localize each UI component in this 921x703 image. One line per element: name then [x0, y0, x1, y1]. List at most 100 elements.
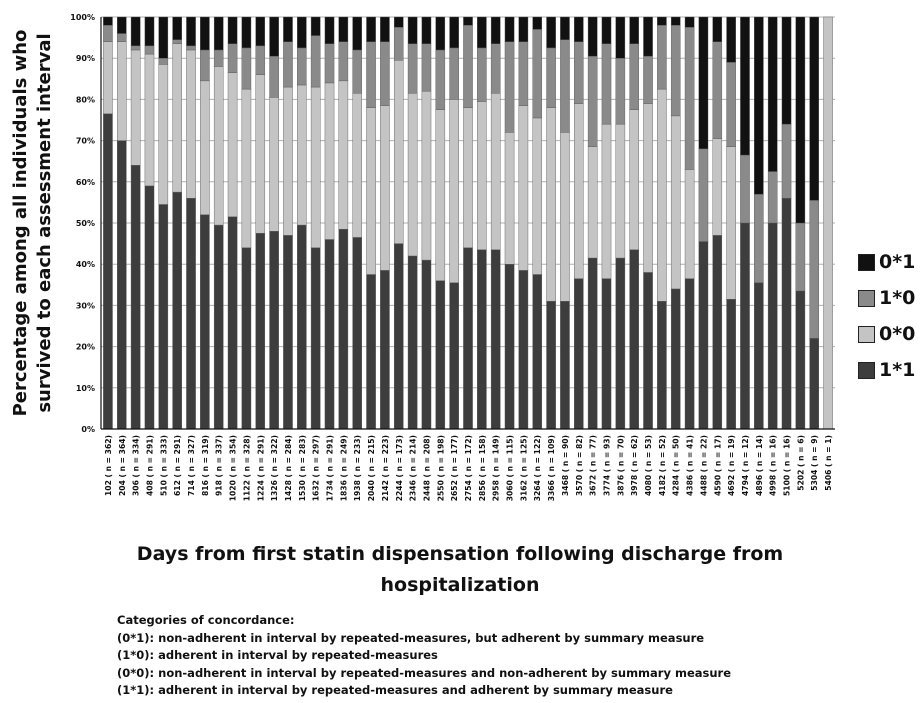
bar-segment-1-1 [310, 247, 321, 430]
bar-segment-0-0 [587, 146, 598, 259]
bar-segment-1-0 [574, 41, 584, 104]
bar-segment-0-0 [463, 107, 473, 248]
bar-segment-1-1 [546, 301, 556, 430]
bar-segment-1-0 [643, 55, 653, 104]
y-axis-title-line-2: survived to each assessment interval [34, 33, 55, 412]
bar-segment-1-0 [601, 43, 612, 125]
bar-segment-0-0 [186, 49, 196, 199]
bar-segment-1-0 [117, 33, 127, 42]
bar-segment-0-0 [490, 93, 501, 250]
x-tick-label: 2244 ( n = 173) [395, 435, 404, 501]
bar-segment-0-0 [629, 109, 639, 250]
bar-segment-0-0 [670, 115, 681, 290]
bar-segment-0-1 [518, 16, 529, 42]
x-tick-label: 816 ( n = 319) [201, 435, 210, 496]
bar-segment-1-1 [574, 278, 584, 430]
bar-segment-0-0 [657, 88, 667, 302]
x-tick-label: 3366 ( n = 109) [547, 435, 556, 501]
x-tick-label: 2040 ( n = 215) [367, 435, 376, 501]
x-tick-label: 3978 ( n = 62) [630, 435, 639, 496]
x-tick-label: 2346 ( n = 214) [409, 435, 418, 501]
x-tick-label: 4386 ( n = 41) [686, 435, 695, 496]
bar-segment-1-1 [629, 249, 639, 430]
bar-segment-1-0 [380, 41, 390, 106]
bar-segment-0-0 [324, 82, 335, 240]
bar-segment-0-1 [657, 16, 667, 26]
bar-segment-0-1 [255, 16, 266, 47]
legend-swatch-1-0 [858, 289, 875, 307]
bar-segment-1-0 [130, 45, 141, 51]
x-tick-label: 2550 ( n = 198) [436, 435, 445, 501]
bar-segment-1-1 [781, 198, 792, 430]
bar-segment-0-1 [366, 16, 376, 42]
bar-segment-1-1 [421, 259, 432, 430]
bar-segment-0-0 [200, 80, 210, 215]
bar-segment-1-0 [186, 45, 196, 51]
x-tick-labels: 102 ( n = 362) 204 ( n = 364) 306 ( n = 33… [104, 435, 833, 501]
x-tick-label: 918 ( n = 337) [215, 435, 224, 496]
bar-segment-0-0 [435, 109, 446, 281]
x-tick-label: 1122 ( n = 328) [242, 435, 251, 501]
legend-item-0-1: 0*1 [858, 244, 915, 280]
bar-segment-1-0 [684, 27, 695, 170]
bar-segment-1-1 [740, 222, 750, 430]
bar-segment-1-1 [103, 113, 113, 430]
bar-segment-1-0 [767, 171, 778, 224]
legend: 0*1 1*0 0*0 1*1 [858, 244, 915, 388]
bar-segment-0-1 [186, 16, 196, 47]
bars-group [103, 16, 833, 430]
bar-segment-0-0 [144, 53, 155, 187]
bar-segment-1-0 [615, 58, 626, 125]
bar-segment-0-0 [449, 99, 459, 283]
bar-segment-0-1 [103, 16, 113, 26]
bar-segment-0-1 [117, 16, 127, 34]
x-tick-label: 1224 ( n = 291) [256, 435, 265, 501]
x-tick-label: 4080 ( n = 53) [644, 435, 653, 496]
bar-segment-1-1 [172, 191, 182, 430]
bar-segment-0-1 [338, 16, 349, 42]
bar-segment-0-1 [463, 16, 473, 26]
bar-segment-1-0 [754, 193, 764, 283]
bar-segment-0-1 [795, 16, 806, 224]
bar-segment-0-1 [601, 16, 612, 44]
bar-segment-0-0 [269, 97, 279, 232]
legend-item-1-0: 1*0 [858, 280, 915, 316]
bar-segment-0-0 [532, 117, 543, 275]
bar-segment-0-0 [518, 105, 529, 271]
bar-segment-1-1 [698, 241, 709, 430]
bar-segment-0-1 [504, 16, 515, 42]
y-tick-label: 80% [76, 95, 95, 104]
bar-segment-1-1 [463, 247, 473, 430]
bar-segment-1-0 [407, 43, 418, 94]
y-tick-labels: 0% 10% 20% 30% 40% 50% 60% 70% 80% 90% 100% [70, 13, 95, 434]
bar-segment-0-0 [560, 132, 570, 302]
bar-segment-0-1 [587, 16, 598, 57]
x-tick-label: 5202 ( n = 6) [796, 435, 805, 491]
bar-segment-0-1 [324, 16, 335, 44]
x-tick-label: 2754 ( n = 172) [464, 435, 473, 501]
bar-segment-0-1 [698, 16, 709, 150]
bar-segment-0-0 [504, 132, 515, 265]
bar-segment-0-0 [601, 123, 612, 279]
bar-segment-0-0 [407, 93, 418, 257]
bar-segment-1-0 [560, 39, 570, 133]
bar-segment-1-1 [670, 288, 681, 430]
x-tick-label: 1530 ( n = 283) [298, 435, 307, 501]
y-tick-label: 50% [76, 219, 95, 228]
x-tick-label: 5304 ( n = 9) [810, 435, 819, 491]
x-tick-label: 1938 ( n = 233) [353, 435, 362, 501]
bar-segment-1-1 [158, 204, 169, 430]
bar-segment-1-1 [684, 278, 695, 430]
bar-segment-1-1 [712, 235, 723, 430]
bar-segment-1-0 [463, 25, 473, 108]
bar-segment-1-1 [809, 338, 819, 430]
bar-segment-0-0 [477, 101, 487, 250]
bar-segment-1-0 [449, 47, 459, 100]
bar-segment-1-1 [269, 231, 279, 430]
bar-segment-1-0 [421, 43, 432, 92]
bar-segment-0-1 [352, 16, 362, 51]
bar-segment-1-1 [117, 140, 127, 430]
bar-segment-1-0 [283, 41, 293, 88]
bar-segment-1-0 [158, 58, 169, 65]
x-tick-label: 408 ( n = 291) [145, 435, 154, 496]
